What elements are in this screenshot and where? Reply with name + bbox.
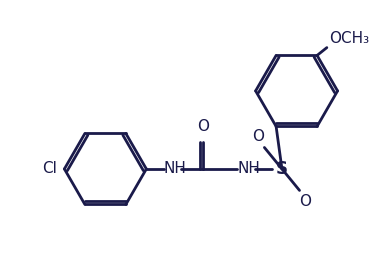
Text: O: O [197, 119, 209, 134]
Text: Cl: Cl [42, 162, 56, 177]
Text: O: O [299, 194, 311, 209]
Text: O: O [253, 129, 265, 144]
Text: OCH₃: OCH₃ [329, 31, 369, 46]
Text: S: S [276, 160, 288, 178]
Text: NH: NH [164, 162, 187, 177]
Text: NH: NH [237, 162, 260, 177]
